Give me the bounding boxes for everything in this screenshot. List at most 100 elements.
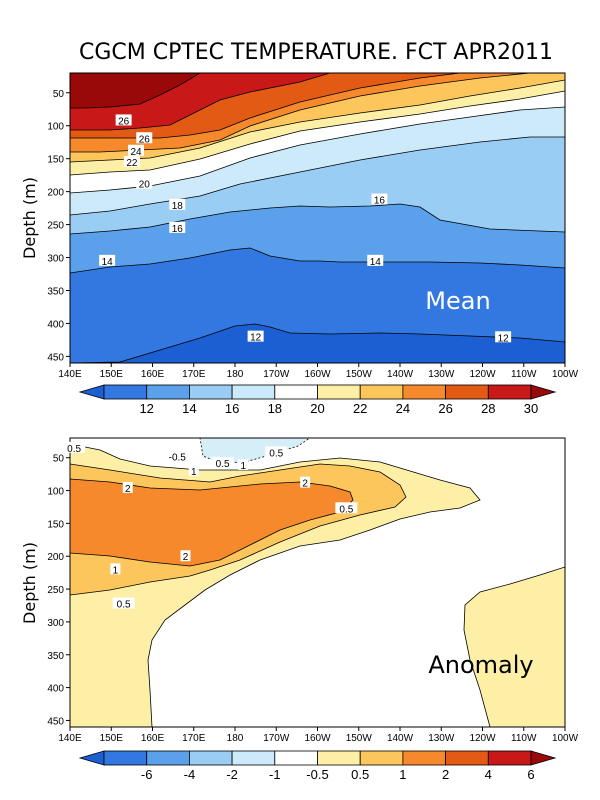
x-tick-label: 150E	[100, 733, 124, 744]
y-tick-label: 250	[47, 585, 64, 596]
contour-label: 1	[240, 461, 246, 472]
colorbar-high-arrow	[530, 384, 557, 400]
colorbar-label: 26	[438, 401, 452, 416]
anomaly-y-ticks: 50 100 150 200 250 300 350 400 450	[47, 454, 70, 727]
x-tick-label: 100W	[552, 733, 579, 744]
contour-label: 1	[113, 565, 119, 576]
x-tick-label: 150W	[346, 369, 373, 380]
colorbar-swatch	[359, 750, 404, 766]
y-tick-label: 250	[47, 221, 64, 232]
contour-label: 2	[125, 484, 131, 495]
contour-label-bg	[169, 198, 186, 210]
contour-label: 2	[302, 479, 308, 490]
colorbar-swatch	[445, 384, 489, 400]
contour-label-bg	[136, 177, 153, 189]
colorbar-swatch	[402, 384, 446, 400]
x-tick-label: 170E	[182, 733, 206, 744]
anomaly-annotation: Anomaly	[428, 651, 533, 679]
anom-neg-0p5	[199, 438, 311, 464]
mean-y-axis-label: Depth (m)	[20, 177, 39, 259]
colorbar-label: 30	[524, 401, 538, 416]
contour-label: 16	[374, 196, 386, 207]
contour-label: 2	[183, 552, 189, 563]
contour-label-bg	[247, 330, 264, 342]
y-tick-label: 300	[47, 254, 64, 265]
colorbar-label: 2	[442, 767, 449, 782]
y-tick-label: 200	[47, 552, 64, 563]
colorbar-swatch	[487, 750, 532, 766]
colorbar-label: -4	[184, 767, 196, 782]
y-tick-label: 150	[47, 519, 64, 530]
contour-label: 12	[498, 333, 510, 344]
contour-label: 14	[370, 257, 382, 268]
contour-label: 20	[139, 180, 151, 191]
colorbar-label: -2	[226, 767, 238, 782]
mean-colorbar: 12 14 16 18 20 22 24 26 28 30	[78, 384, 557, 416]
x-tick-label: 140E	[58, 733, 82, 744]
contour-label-bg	[335, 502, 358, 514]
colorbar-swatch	[103, 384, 148, 400]
colorbar-label: 14	[182, 401, 196, 416]
colorbar-swatch	[231, 750, 276, 766]
colorbar-high-arrow	[530, 750, 557, 766]
y-tick-label: 100	[47, 487, 64, 498]
contour-label: 0.5	[67, 444, 81, 455]
colorbar-swatch	[317, 384, 361, 400]
y-tick-label: 350	[47, 287, 64, 298]
y-tick-label: 100	[47, 122, 64, 133]
x-tick-label: 170E	[182, 369, 206, 380]
colorbar-swatch	[487, 384, 532, 400]
colorbar-low-arrow	[78, 750, 105, 766]
colorbar-swatch	[231, 384, 276, 400]
contour-label-bg	[495, 331, 512, 343]
colorbar-label: -6	[141, 767, 153, 782]
colorbar-swatch	[188, 750, 233, 766]
y-tick-label: 150	[47, 155, 64, 166]
anomaly-field	[70, 438, 565, 727]
contour-label-bg	[123, 155, 140, 167]
band-max	[70, 73, 201, 109]
colorbar-swatch	[146, 750, 190, 766]
colorbar-label: 0.5	[351, 767, 369, 782]
contour-label-bg	[180, 550, 191, 562]
colorbar-label: 6	[527, 767, 534, 782]
contour-label-bg	[265, 446, 288, 458]
x-tick-label: 140E	[58, 369, 82, 380]
contour-label: -0.5	[169, 452, 187, 463]
colorbar-label: 18	[268, 401, 282, 416]
colorbar-label: 1	[399, 767, 406, 782]
x-tick-label: 100W	[552, 369, 579, 380]
x-tick-label: 140W	[387, 733, 414, 744]
x-tick-label: 110W	[511, 369, 537, 380]
colorbar-swatch	[402, 750, 446, 766]
contour-label-bg	[367, 254, 384, 266]
colorbar-label: 22	[353, 401, 367, 416]
contour-label: 24	[130, 147, 142, 158]
contour-label: 0.5	[339, 504, 353, 515]
contour-label-bg	[110, 563, 121, 575]
contour-label-bg	[211, 456, 234, 468]
contour-label: 22	[126, 158, 138, 169]
contour-label-bg	[188, 464, 199, 476]
contour-label: 0.5	[216, 459, 230, 470]
colorbar-swatch	[274, 384, 318, 400]
x-tick-label: 120W	[469, 733, 496, 744]
y-tick-label: 450	[47, 716, 64, 727]
mean-y-ticks: 50 100 150 200 250 300 350 400 450	[47, 89, 70, 363]
anomaly-x-ticks: 140E 150E 160E 170E 180 170W 160W 150W 140W 130W 1…	[58, 727, 579, 744]
x-tick-label: 150W	[346, 733, 373, 744]
contour-label: 0.5	[269, 448, 283, 459]
contour-label: 0.5	[117, 600, 131, 611]
colorbar-label: 16	[225, 401, 239, 416]
x-tick-label: 120W	[469, 369, 496, 380]
colorbar-swatch	[317, 750, 361, 766]
contour-label-bg	[115, 114, 132, 126]
contour-label-bg	[112, 597, 135, 609]
y-tick-label: 200	[47, 188, 64, 199]
x-tick-label: 170W	[263, 733, 290, 744]
x-tick-label: 170W	[263, 369, 290, 380]
contour-label: 14	[102, 257, 114, 268]
